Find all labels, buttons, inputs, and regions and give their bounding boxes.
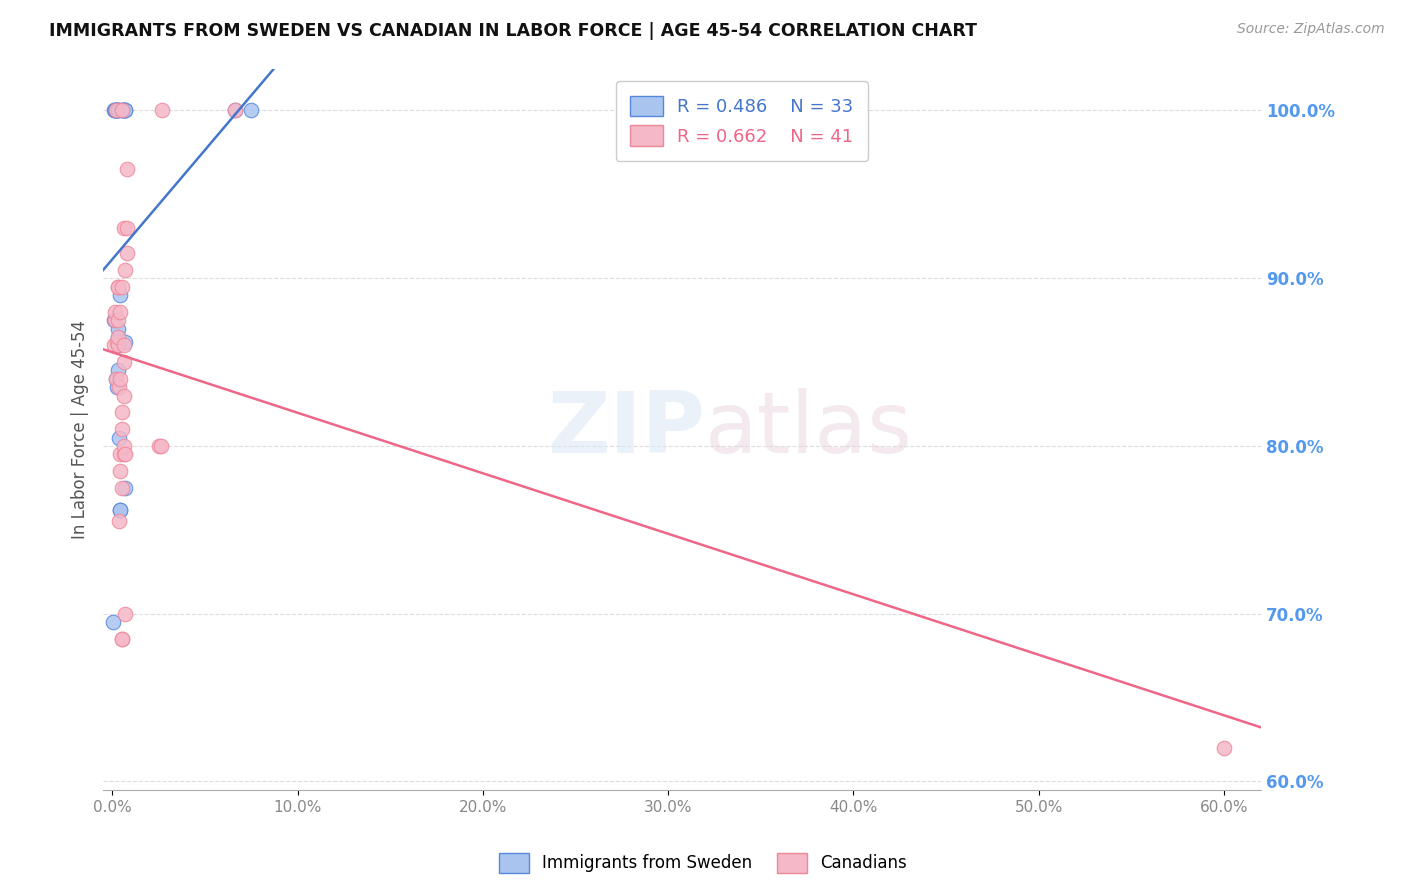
Point (104, 103, 127, 118)
Point (112, 103, 135, 118)
Point (104, 313, 127, 327)
Point (1212, 740, 1234, 755)
Legend: R = 0.486    N = 33, R = 0.662    N = 41: R = 0.486 N = 33, R = 0.662 N = 41 (616, 81, 868, 161)
Point (152, 103, 174, 118)
Text: atlas: atlas (706, 388, 912, 471)
Point (105, 372, 128, 386)
Point (105, 103, 128, 118)
Point (115, 246, 138, 260)
Point (224, 103, 246, 118)
Point (108, 372, 131, 386)
Point (105, 334, 128, 349)
Point (112, 103, 135, 118)
Point (114, 103, 136, 118)
Point (104, 103, 127, 118)
Point (111, 103, 134, 118)
Point (107, 103, 129, 118)
Point (111, 279, 134, 293)
Point (107, 330, 129, 344)
Point (107, 330, 129, 344)
Point (224, 103, 246, 118)
Point (104, 103, 127, 118)
Point (108, 288, 131, 302)
Point (107, 321, 129, 335)
Point (107, 279, 129, 293)
Point (105, 103, 128, 118)
Point (103, 338, 125, 352)
Point (111, 103, 134, 118)
Point (111, 481, 134, 495)
Point (114, 481, 136, 495)
Y-axis label: In Labor Force | Age 45-54: In Labor Force | Age 45-54 (72, 319, 89, 539)
Point (107, 363, 129, 377)
Point (107, 313, 129, 327)
Point (108, 502, 131, 516)
Point (108, 464, 131, 478)
Point (111, 405, 134, 419)
Point (111, 632, 134, 646)
Point (105, 380, 128, 394)
Text: Source: ZipAtlas.com: Source: ZipAtlas.com (1237, 22, 1385, 37)
Legend: Immigrants from Sweden, Canadians: Immigrants from Sweden, Canadians (492, 847, 914, 880)
Point (111, 632, 134, 646)
Point (108, 515, 131, 529)
Point (103, 103, 125, 118)
Point (148, 439, 170, 453)
Text: IMMIGRANTS FROM SWEDEN VS CANADIAN IN LABOR FORCE | AGE 45-54 CORRELATION CHART: IMMIGRANTS FROM SWEDEN VS CANADIAN IN LA… (49, 22, 977, 40)
Point (114, 447, 136, 461)
Point (115, 220, 138, 235)
Point (103, 313, 125, 327)
Point (105, 103, 128, 118)
Point (108, 431, 131, 445)
Point (107, 334, 129, 349)
Point (111, 103, 134, 118)
Text: ZIP: ZIP (547, 388, 706, 471)
Point (107, 103, 129, 118)
Point (149, 439, 172, 453)
Point (114, 103, 136, 118)
Point (103, 615, 125, 629)
Point (107, 338, 129, 352)
Point (107, 338, 129, 352)
Point (108, 447, 131, 461)
Point (107, 279, 129, 293)
Point (108, 305, 131, 319)
Point (108, 380, 131, 394)
Point (111, 422, 134, 436)
Point (105, 372, 128, 386)
Point (114, 334, 136, 349)
Point (107, 103, 129, 118)
Point (112, 355, 135, 369)
Point (114, 262, 136, 277)
Point (115, 162, 138, 177)
Point (112, 103, 135, 118)
Point (240, 103, 263, 118)
Point (112, 389, 135, 403)
Point (104, 305, 127, 319)
Point (112, 220, 135, 235)
Point (114, 607, 136, 621)
Point (112, 447, 135, 461)
Point (108, 502, 131, 516)
Point (112, 439, 135, 453)
Point (112, 338, 135, 352)
